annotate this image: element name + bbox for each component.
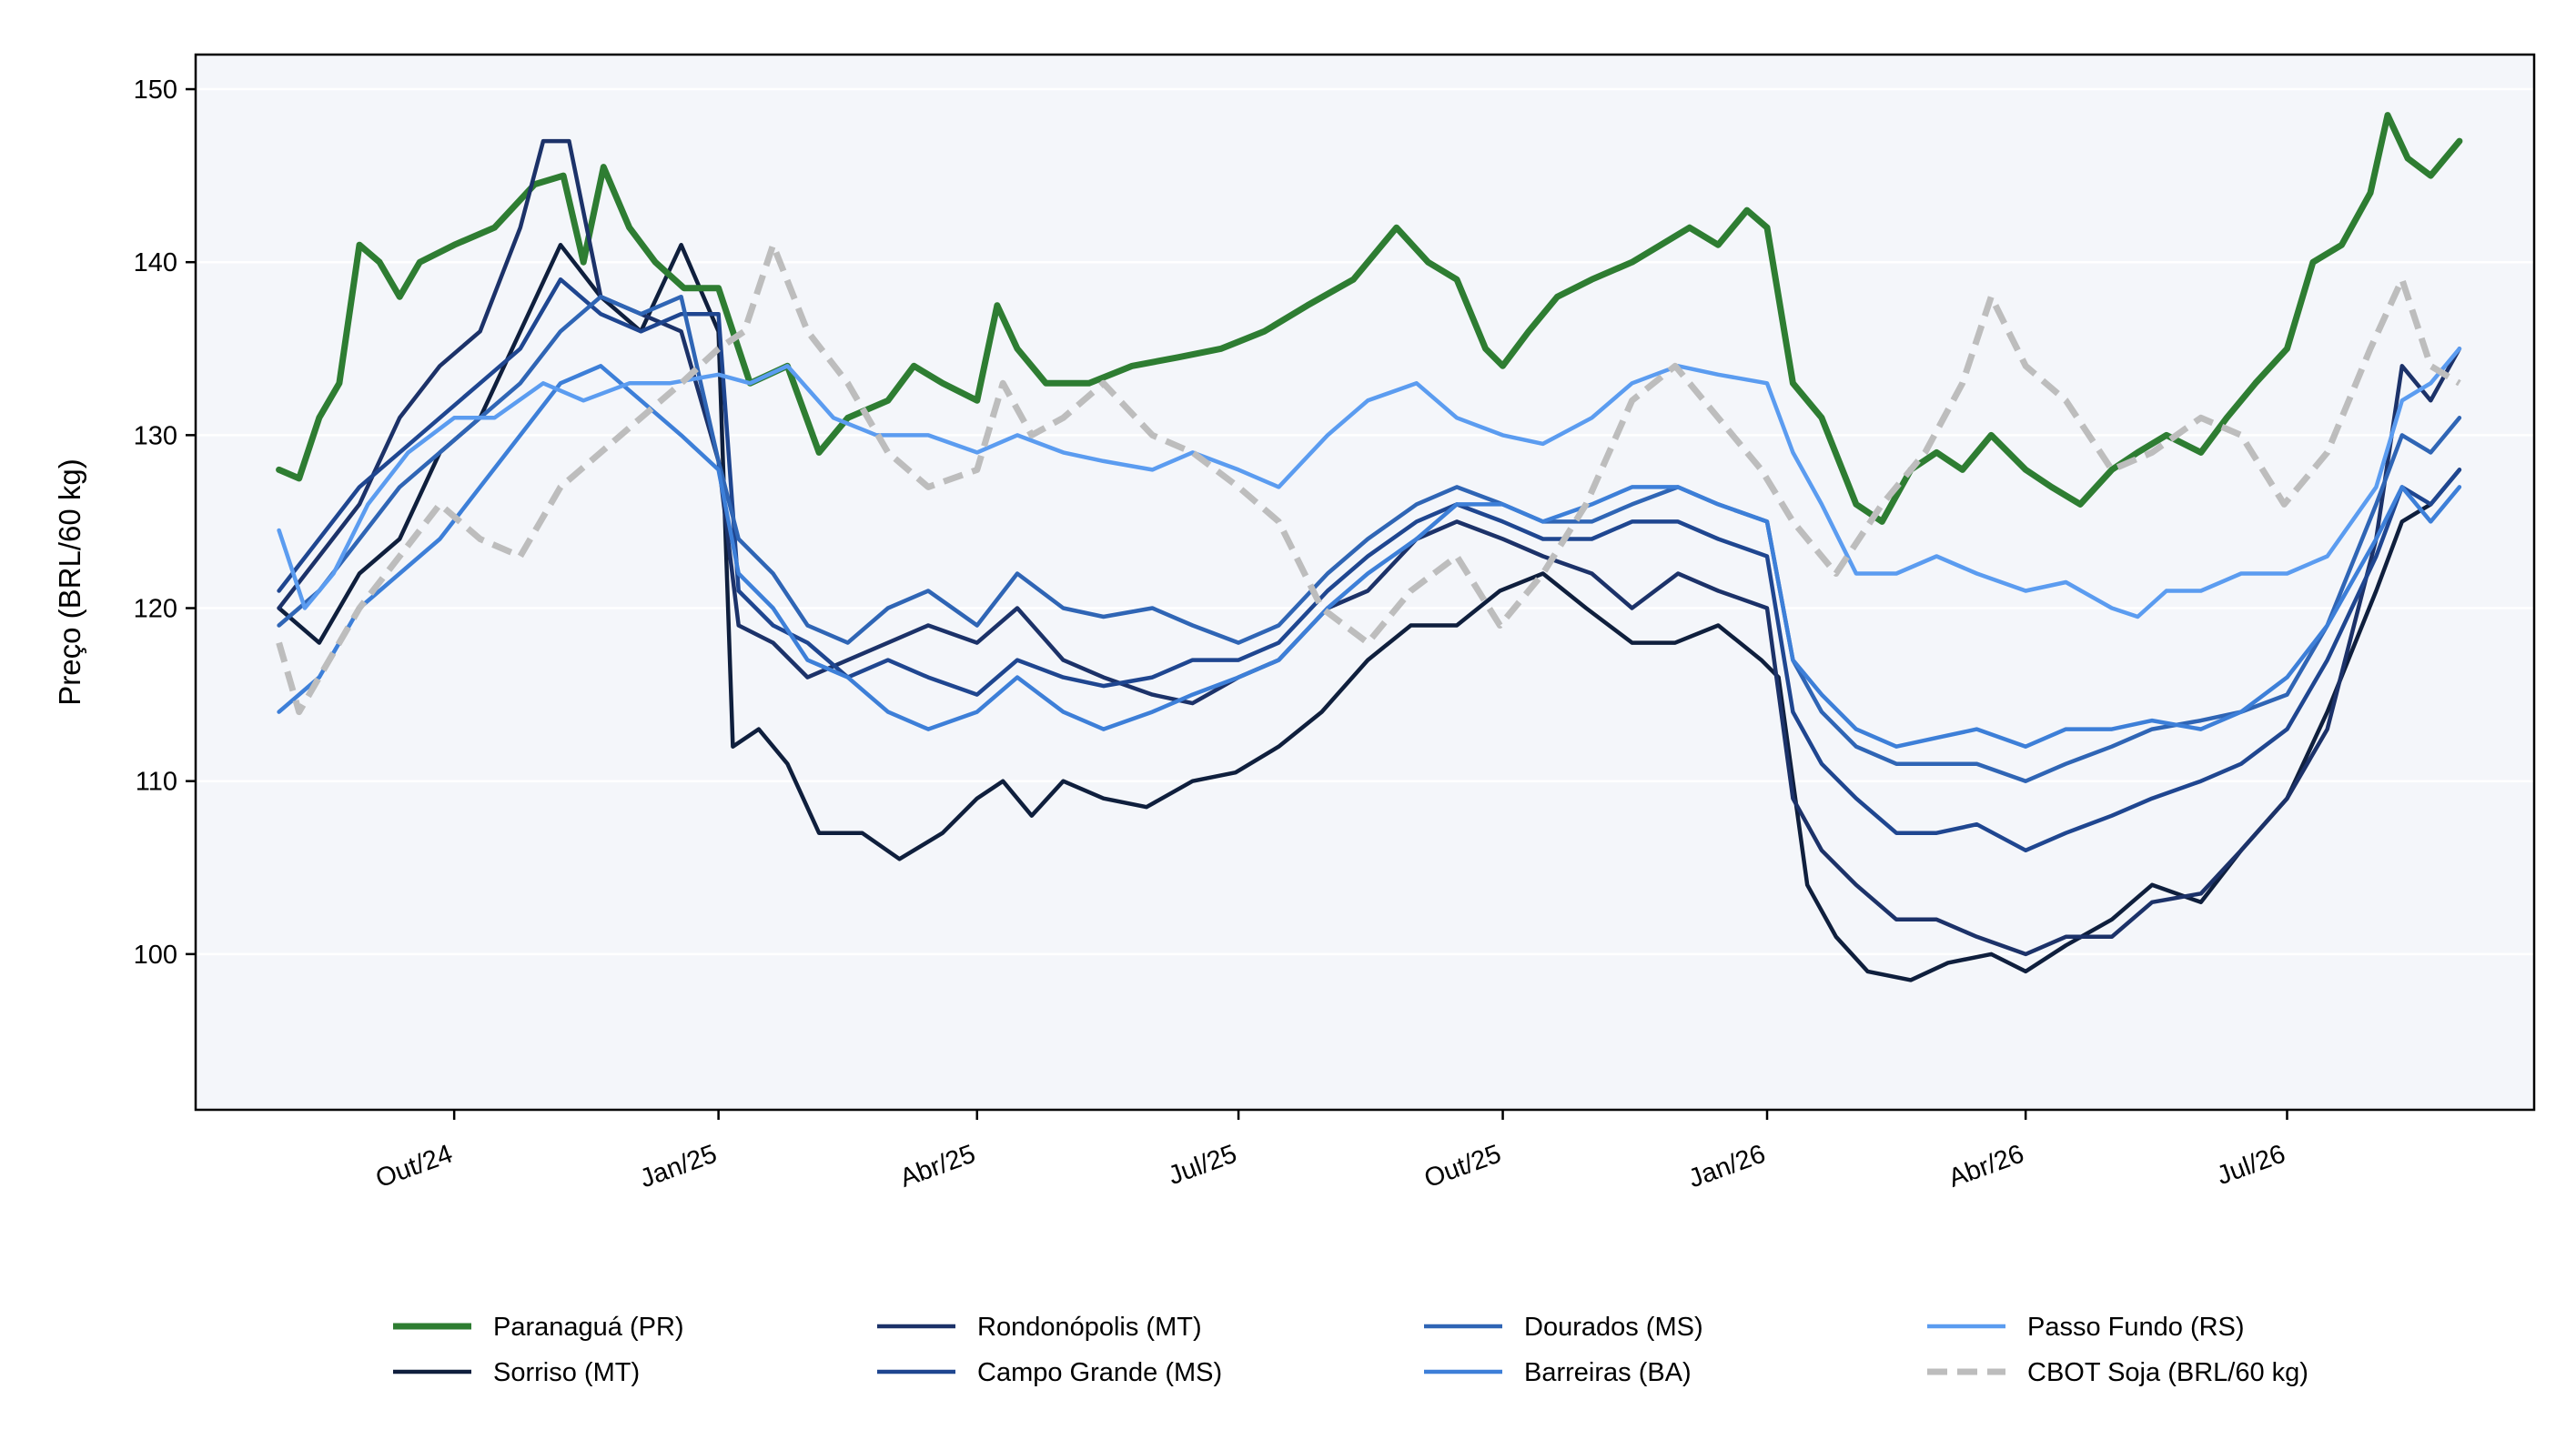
y-axis-label: Preço (BRL/60 kg) — [53, 458, 86, 705]
legend-label: Campo Grande (MS) — [977, 1358, 1222, 1387]
x-axis: Out/24 Jan/25 Abr/25 Jul/25 Out/25 Jan/26 Abr/… — [372, 1110, 2289, 1193]
series-line-7 — [276, 241, 2461, 716]
plot-background — [196, 55, 2534, 1110]
series-line-6 — [277, 347, 2462, 619]
series-line-5 — [277, 364, 2462, 749]
x-tick-label: Jul/26 — [2213, 1140, 2289, 1192]
x-tick-label: Out/24 — [372, 1140, 457, 1194]
legend-label: Dourados (MS) — [1524, 1313, 1703, 1342]
legend-label: Paranaguá (PR) — [493, 1313, 684, 1342]
legend-label: Sorriso (MT) — [493, 1358, 640, 1387]
legend-label: Passo Fundo (RS) — [2027, 1313, 2245, 1342]
legend-label: Barreiras (BA) — [1524, 1358, 1692, 1387]
y-tick-label: 120 — [134, 595, 177, 624]
x-tick-label: Abr/26 — [1945, 1140, 2027, 1193]
y-tick-label: 150 — [134, 76, 177, 105]
series-line-4 — [277, 294, 2462, 783]
x-tick-label: Jan/25 — [636, 1140, 721, 1194]
legend-label: Rondonópolis (MT) — [977, 1313, 1202, 1342]
x-tick-label: Out/25 — [1420, 1140, 1505, 1194]
x-tick-label: Abr/25 — [896, 1140, 979, 1193]
y-tick-label: 140 — [134, 248, 177, 277]
y-tick-label: 100 — [134, 941, 177, 970]
y-axis: 100 110 120 130 140 150 — [134, 76, 196, 970]
x-tick-label: Jul/25 — [1165, 1140, 1241, 1192]
legend-label: CBOT Soja (BRL/60 kg) — [2027, 1358, 2308, 1387]
y-tick-label: 130 — [134, 421, 177, 450]
y-tick-label: 110 — [136, 768, 177, 797]
legend: Paranaguá (PR) Sorriso (MT) Rondonópolis (… — [393, 1313, 2308, 1387]
plot-frame — [194, 53, 2536, 1112]
x-tick-label: Jan/26 — [1685, 1140, 1770, 1194]
series-lines — [276, 112, 2463, 982]
series-line-1 — [277, 242, 2462, 982]
series-line-0 — [276, 112, 2463, 525]
series-line-3 — [277, 277, 2462, 853]
